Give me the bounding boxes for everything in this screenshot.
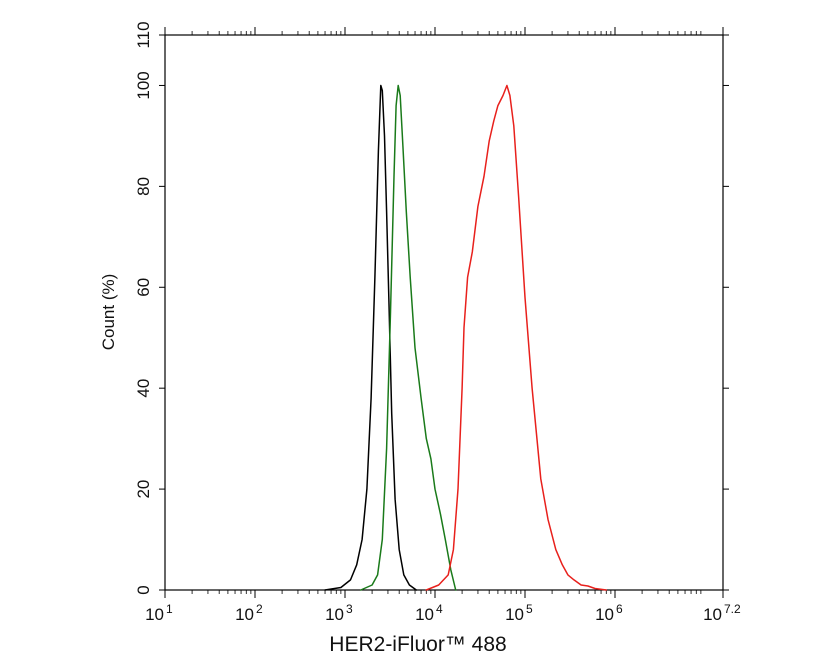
x-tick-exponent: 7.2 [724,602,741,616]
series-layer [324,84,608,591]
axis-ticks [159,27,729,598]
x-tick-exponent: 1 [166,602,173,616]
series-line-2 [360,84,457,591]
series-line-1 [324,84,418,591]
x-tick-label: 10 [325,605,344,624]
y-tick-label: 0 [134,585,153,594]
y-tick-label: 80 [134,177,153,196]
x-tick-label: 10 [415,605,434,624]
y-axis-title: Count (%) [99,274,118,351]
y-tick-label: 100 [134,71,153,99]
x-tick-label: 10 [145,605,164,624]
x-tick-exponent: 2 [256,602,263,616]
y-tick-label: 110 [134,21,153,48]
x-tick-label: 10 [505,605,524,624]
plot-frame [164,34,724,591]
x-tick-label: 10 [595,605,614,624]
x-axis-title: HER2-iFluor™ 488 [329,633,506,656]
x-tick-exponent: 5 [526,602,533,616]
x-tick-exponent: 6 [616,602,623,616]
x-minor-ticks [191,31,702,594]
x-tick-exponent: 4 [436,602,443,616]
x-tick-label: 10 [235,605,254,624]
x-tick-exponent: 3 [346,602,353,616]
x-tick-label: 10 [703,605,722,624]
y-tick-label: 40 [134,379,153,398]
series-line-3 [425,84,608,591]
y-tick-label: 60 [134,278,153,297]
y-tick-label: 20 [134,480,153,499]
